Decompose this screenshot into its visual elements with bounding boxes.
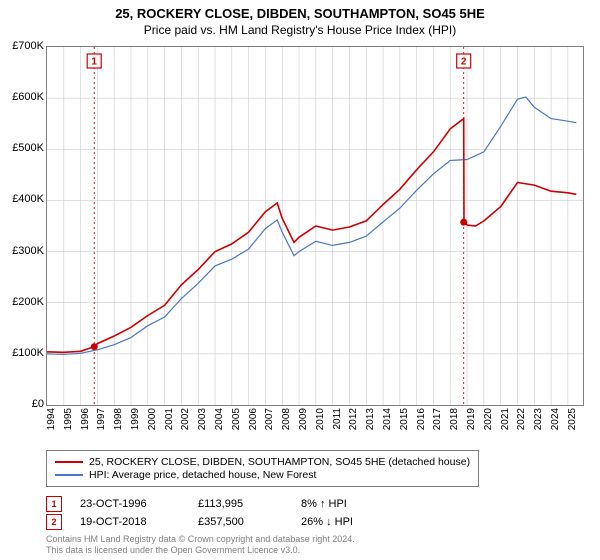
x-tick-label: 2001 <box>164 408 175 430</box>
x-tick-label: 2023 <box>533 408 544 430</box>
x-tick-label: 2000 <box>147 408 158 430</box>
marker-pct: 26% ↓ HPI <box>301 516 391 528</box>
x-tick-label: 2009 <box>298 408 309 430</box>
x-tick-label: 2006 <box>248 408 259 430</box>
svg-text:1: 1 <box>91 57 97 68</box>
x-tick-label: 2013 <box>365 408 376 430</box>
x-tick-label: 1994 <box>46 408 57 430</box>
marker-price: £357,500 <box>198 516 283 528</box>
footer-attribution: Contains HM Land Registry data © Crown c… <box>46 534 355 556</box>
marker-table: 1 23-OCT-1996 £113,995 8% ↑ HPI 2 19-OCT-2018… <box>46 494 391 532</box>
series-hpi <box>47 97 576 354</box>
x-tick-label: 1996 <box>80 408 91 430</box>
legend: 25, ROCKERY CLOSE, DIBDEN, SOUTHAMPTON, … <box>46 450 479 487</box>
x-tick-label: 2020 <box>483 408 494 430</box>
legend-item: 25, ROCKERY CLOSE, DIBDEN, SOUTHAMPTON, … <box>55 456 470 468</box>
chart-container: 25, ROCKERY CLOSE, DIBDEN, SOUTHAMPTON, … <box>0 0 600 560</box>
y-tick-label: £200K <box>12 296 44 308</box>
chart-subtitle: Price paid vs. HM Land Registry's House … <box>0 23 600 37</box>
y-tick-label: £400K <box>12 193 44 205</box>
x-tick-label: 2012 <box>348 408 359 430</box>
x-tick-label: 1995 <box>63 408 74 430</box>
chart-title: 25, ROCKERY CLOSE, DIBDEN, SOUTHAMPTON, … <box>0 6 600 21</box>
legend-item: HPI: Average price, detached house, New … <box>55 469 470 481</box>
x-tick-label: 2004 <box>214 408 225 430</box>
marker-price: £113,995 <box>198 498 283 510</box>
footer-line2: This data is licensed under the Open Gov… <box>46 545 355 556</box>
legend-label: HPI: Average price, detached house, New … <box>89 469 316 481</box>
x-tick-label: 1998 <box>113 408 124 430</box>
x-tick-label: 2005 <box>231 408 242 430</box>
marker-date: 23-OCT-1996 <box>80 498 180 510</box>
x-tick-label: 2022 <box>516 408 527 430</box>
plot-svg: 12 <box>47 47 583 405</box>
y-tick-label: £700K <box>12 40 44 52</box>
x-tick-label: 2025 <box>567 408 578 430</box>
x-tick-label: 1997 <box>96 408 107 430</box>
marker-number-box: 2 <box>46 514 62 530</box>
marker-row: 2 19-OCT-2018 £357,500 26% ↓ HPI <box>46 514 391 530</box>
y-tick-label: £0 <box>32 398 44 410</box>
marker-number-box: 1 <box>46 496 62 512</box>
x-tick-label: 2010 <box>315 408 326 430</box>
x-tick-label: 2017 <box>432 408 443 430</box>
x-tick-label: 2015 <box>399 408 410 430</box>
x-tick-label: 2016 <box>416 408 427 430</box>
x-tick-label: 1999 <box>130 408 141 430</box>
x-tick-label: 2003 <box>197 408 208 430</box>
x-tick-label: 2024 <box>550 408 561 430</box>
x-tick-label: 2007 <box>264 408 275 430</box>
x-tick-label: 2018 <box>449 408 460 430</box>
series-price_paid <box>47 119 576 353</box>
y-tick-label: £300K <box>12 245 44 257</box>
svg-text:2: 2 <box>461 57 467 68</box>
x-tick-label: 2008 <box>281 408 292 430</box>
legend-label: 25, ROCKERY CLOSE, DIBDEN, SOUTHAMPTON, … <box>89 456 470 468</box>
x-tick-label: 2011 <box>332 408 343 430</box>
y-tick-label: £100K <box>12 347 44 359</box>
legend-swatch <box>55 461 83 463</box>
marker-date: 19-OCT-2018 <box>80 516 180 528</box>
legend-swatch <box>55 474 83 476</box>
marker-row: 1 23-OCT-1996 £113,995 8% ↑ HPI <box>46 496 391 512</box>
title-block: 25, ROCKERY CLOSE, DIBDEN, SOUTHAMPTON, … <box>0 0 600 37</box>
x-tick-label: 2019 <box>466 408 477 430</box>
x-tick-label: 2021 <box>500 408 511 430</box>
marker-pct: 8% ↑ HPI <box>301 498 391 510</box>
footer-line1: Contains HM Land Registry data © Crown c… <box>46 534 355 545</box>
x-tick-label: 2002 <box>180 408 191 430</box>
x-tick-label: 2014 <box>382 408 393 430</box>
y-tick-label: £600K <box>12 91 44 103</box>
y-tick-label: £500K <box>12 142 44 154</box>
plot-area: 12 <box>46 46 584 406</box>
